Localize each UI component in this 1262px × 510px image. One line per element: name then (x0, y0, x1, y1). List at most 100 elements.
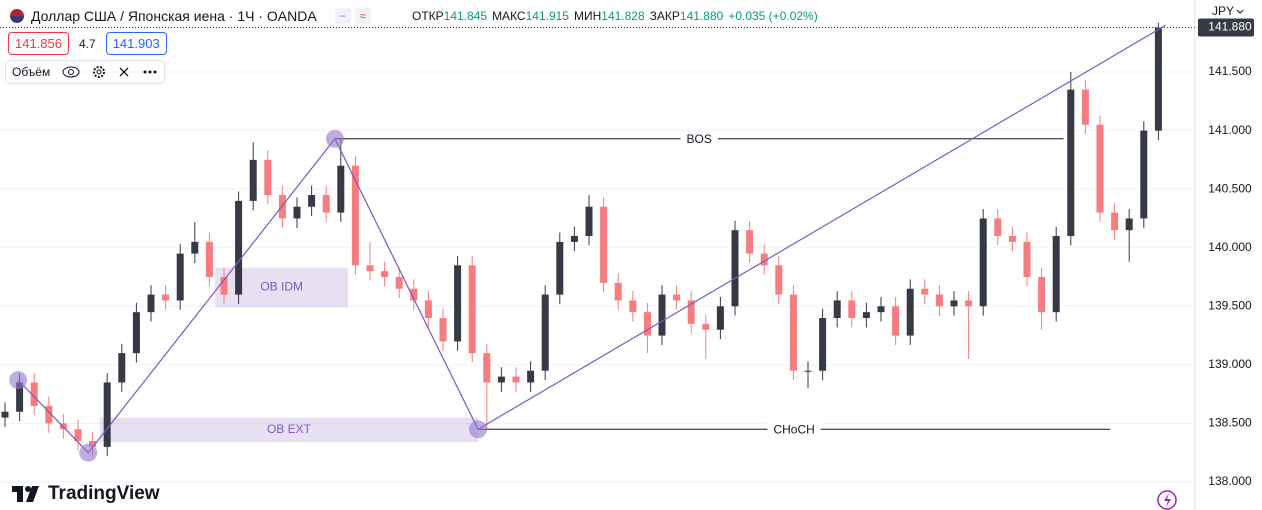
candle-body (220, 277, 228, 295)
ohlc-value: 141.915 (525, 9, 569, 23)
label-bg (680, 130, 718, 147)
structure-label: BOS (687, 132, 712, 146)
candle-body (994, 218, 1002, 237)
candle-body (147, 294, 155, 313)
candle-body (16, 382, 24, 412)
candle-body (862, 312, 870, 319)
candle-body (176, 253, 184, 301)
currency-label: JPY (1212, 4, 1234, 18)
candle-body (395, 277, 403, 289)
candle-body (278, 195, 286, 219)
candle-body (381, 271, 389, 278)
candle-body (629, 300, 637, 313)
candle-body (1125, 218, 1133, 231)
candle-body (527, 370, 535, 383)
candle-body (89, 441, 97, 447)
candle-body (468, 265, 476, 354)
minus-button[interactable]: − (334, 8, 351, 24)
candle-body (965, 300, 973, 307)
y-tick-label: 141.500 (1208, 64, 1252, 78)
zigzag-point (79, 443, 98, 462)
candle-body (1, 411, 9, 418)
candle-body (308, 195, 316, 207)
candle-body (351, 165, 359, 266)
candle-body (731, 230, 739, 307)
candle-body (804, 370, 812, 372)
candle-body (483, 353, 491, 383)
candle-body (30, 382, 38, 406)
sell-price[interactable]: 141.856 (8, 32, 69, 55)
symbol-text: Доллар США / Японская иена · 1Ч · OANDA (31, 8, 317, 24)
candle-body (74, 429, 82, 442)
symbol-title[interactable]: Доллар США / Японская иена · 1Ч · OANDA … (10, 6, 371, 26)
candle-body (848, 300, 856, 319)
y-tick-label: 139.000 (1208, 357, 1252, 371)
candle-body (877, 306, 885, 313)
candle-body (103, 382, 111, 447)
candle-body (921, 288, 929, 295)
candle-body (512, 376, 520, 383)
ohlc-legend: ОТКР 141.845 МАКС 141.915 МИН 141.828 ЗАКР 141.… (412, 6, 823, 26)
close-icon[interactable] (118, 66, 130, 78)
logo[interactable]: TradingView (12, 482, 160, 506)
logo-text: TradingView (48, 483, 160, 504)
last-price-label: 141.880 (1208, 20, 1252, 34)
lightning-icon (1157, 490, 1177, 510)
more-icon[interactable] (142, 69, 158, 75)
label-bg (767, 421, 821, 438)
candle-body (570, 236, 578, 242)
candle-body (424, 300, 432, 319)
candle-body (585, 206, 593, 237)
candle-body (541, 294, 549, 371)
zigzag-point (469, 420, 488, 439)
candle-body (1038, 277, 1046, 313)
candle-body (1140, 130, 1148, 219)
candle-body (249, 159, 257, 201)
candle-body (45, 405, 53, 424)
ohlc-change: +0.035 (+0.02%) (728, 9, 818, 23)
volume-label[interactable]: Объём (12, 65, 51, 79)
zigzag-point (9, 371, 28, 390)
structure-label: CHoCH (773, 422, 814, 436)
candle-body (789, 294, 797, 371)
order-block-label: OB IDM (260, 280, 303, 294)
candle-body (658, 294, 666, 336)
candle-body (1096, 124, 1104, 213)
candle-body (702, 323, 710, 330)
logo-mark (12, 486, 39, 502)
compare-button[interactable]: ≈ (354, 8, 371, 24)
zigzag-point (325, 129, 344, 148)
candle-body (892, 306, 900, 336)
candle-body (950, 300, 958, 307)
candle-body (833, 300, 841, 319)
candle-body (410, 288, 418, 301)
candle-body (322, 195, 330, 213)
candle-body (760, 253, 768, 266)
candle-body (293, 206, 301, 219)
candle-body (1023, 241, 1031, 278)
candle-body (1081, 89, 1089, 125)
lightning-bolt (1164, 493, 1171, 507)
candle-body (264, 159, 272, 196)
ohlc-value: 141.880 (679, 9, 724, 23)
candle-body (643, 312, 651, 336)
ohlc-value: 141.845 (443, 9, 488, 23)
eye-icon[interactable] (62, 66, 80, 78)
candle-body (673, 294, 681, 301)
volume-legend: Объём (5, 60, 166, 84)
candle-body (1008, 236, 1016, 242)
spread: 4.7 (79, 36, 96, 51)
buy-price[interactable]: 141.903 (105, 32, 167, 55)
candle-body (1111, 212, 1119, 231)
candle-body (439, 318, 447, 342)
candle-body (687, 300, 695, 324)
order-block-label: OB EXT (267, 422, 312, 436)
candle-body (600, 206, 608, 283)
settings-icon[interactable] (92, 65, 106, 79)
candle-body (746, 230, 754, 254)
price-buttons: 141.856 4.7 141.903 (8, 32, 167, 55)
y-tick-label: 141.000 (1208, 123, 1252, 137)
candle-body (1067, 89, 1075, 237)
